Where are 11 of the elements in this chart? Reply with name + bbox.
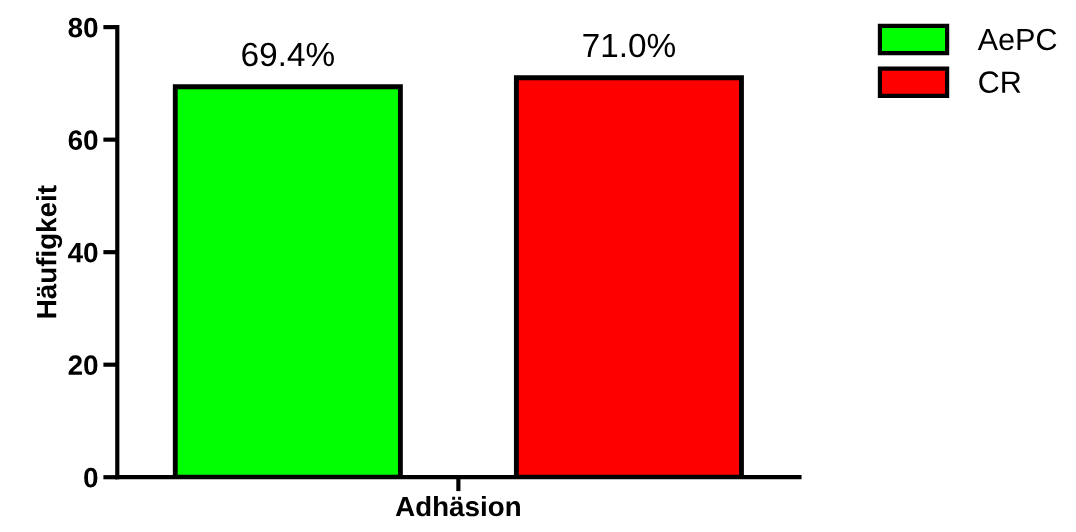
x-tick-label: Adhäsion: [395, 495, 520, 517]
y-tick-label: 20: [68, 355, 98, 376]
data-label: 71.0%: [583, 33, 675, 58]
data-label: 69.4%: [242, 42, 334, 67]
y-tick-label: 80: [68, 17, 98, 38]
legend-label: AePC: [977, 28, 1057, 51]
y-axis-title: Häufigkeit: [36, 185, 63, 318]
y-tick-label: 60: [68, 130, 98, 150]
y-tick-label: 0: [84, 467, 98, 488]
legend-label: CR: [979, 71, 1021, 93]
y-tick-label: 40: [68, 242, 98, 263]
